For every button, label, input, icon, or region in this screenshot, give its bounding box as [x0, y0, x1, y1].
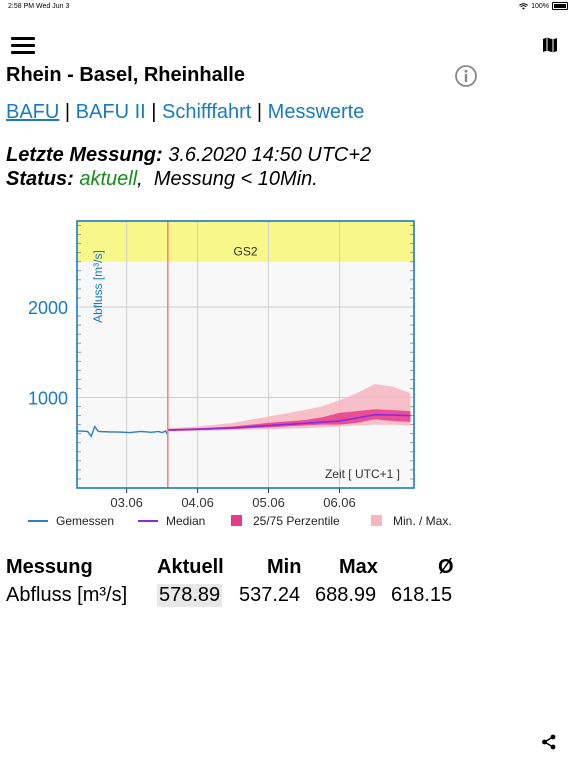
- x-tick-label: 05.06: [252, 495, 285, 510]
- status-note: Messung < 10Min.: [153, 168, 318, 190]
- measurement-table: Messung Aktuell Min Max Ø Abfluss [m³/s]…: [0, 556, 576, 612]
- danger-band: [77, 221, 414, 262]
- x-tick-label: 04.06: [181, 495, 214, 510]
- last-measurement-value: 3.6.2020 14:50 UTC+2: [168, 144, 372, 166]
- y-tick-label: 1000: [28, 388, 68, 408]
- tab-separator: |: [64, 101, 71, 123]
- header-aktuell: Aktuell: [157, 556, 224, 578]
- status-value: aktuell: [79, 168, 138, 190]
- header-average: Ø: [438, 556, 454, 578]
- header-min: Min: [267, 556, 302, 578]
- legend-label: Min. / Max.: [393, 514, 452, 528]
- status-line: Status: aktuell, Messung < 10Min.: [6, 168, 318, 190]
- map-button[interactable]: [541, 36, 561, 56]
- battery-icon: [552, 2, 568, 10]
- x-tick-label: 03.06: [110, 495, 143, 510]
- danger-band-label: GS2: [233, 245, 257, 259]
- header-messung: Messung: [6, 556, 93, 578]
- share-button[interactable]: [541, 734, 559, 752]
- tab-messwerte[interactable]: Messwerte: [267, 101, 365, 123]
- info-icon: [455, 65, 477, 87]
- y-tick-label: 2000: [28, 298, 68, 318]
- status-bar: 2:58 PM Wed Jun 3 100%: [0, 0, 576, 14]
- status-time: 2:58 PM: [8, 3, 35, 10]
- x-axis-label: Zeit [ UTC+1 ]: [325, 467, 400, 481]
- row-min: 537.24: [239, 584, 301, 606]
- legend-label: 25/75 Perzentile: [253, 514, 340, 528]
- x-tick-label: 06.06: [323, 495, 356, 510]
- row-max: 688.99: [315, 584, 377, 606]
- hamburger-icon: [11, 37, 35, 40]
- plot-area: [77, 221, 414, 488]
- legend-swatch: [231, 515, 242, 526]
- percentile-band: [167, 409, 411, 431]
- header-max: Max: [339, 556, 378, 578]
- tab-separator: |: [256, 101, 263, 123]
- row-avg: 618.15: [391, 584, 453, 606]
- tab-bafu[interactable]: BAFU: [6, 101, 60, 123]
- row-name: Abfluss [m³/s]: [6, 584, 128, 606]
- hamburger-icon-line: [11, 44, 35, 47]
- discharge-chart: GS2 03.06 04.06 05.06 06.06 1000 2000 Abfluss […: [28, 220, 452, 528]
- plot-frame: [76, 220, 415, 489]
- measured-line: [76, 424, 169, 438]
- tab-links: BAFU | BAFU II | Schifffahrt | Messwerte: [6, 101, 364, 124]
- last-measurement-label: Letzte Messung:: [6, 144, 163, 166]
- y-axis-label: Abfluss [m³/s]: [91, 250, 105, 323]
- legend-swatch: [371, 515, 382, 526]
- row-current: 578.89: [157, 584, 223, 607]
- table-header: Messung Aktuell Min Max Ø: [0, 556, 576, 584]
- map-icon: [543, 37, 557, 53]
- menu-button[interactable]: [11, 36, 35, 54]
- status-label: Status:: [6, 168, 74, 190]
- tab-bafu-2[interactable]: BAFU II: [75, 101, 146, 123]
- battery-percent: 100%: [531, 2, 549, 10]
- table-row: Abfluss [m³/s] 578.89 537.24 688.99 618.…: [0, 584, 576, 612]
- legend-label: Median: [166, 514, 205, 528]
- tab-schifffahrt[interactable]: Schifffahrt: [162, 101, 252, 123]
- status-right: 100%: [519, 2, 568, 10]
- last-measurement: Letzte Messung: 3.6.2020 14:50 UTC+2: [6, 144, 371, 167]
- legend-label: Gemessen: [56, 514, 114, 528]
- wifi-icon: [519, 2, 529, 10]
- page-title: Rhein - Basel, Rheinhalle: [6, 64, 245, 86]
- tab-separator: |: [151, 101, 157, 123]
- median-line: [167, 413, 411, 431]
- info-button[interactable]: [454, 64, 478, 88]
- share-icon: [542, 734, 556, 750]
- status-date: Wed Jun 3: [36, 3, 70, 10]
- hamburger-icon-line: [11, 51, 35, 54]
